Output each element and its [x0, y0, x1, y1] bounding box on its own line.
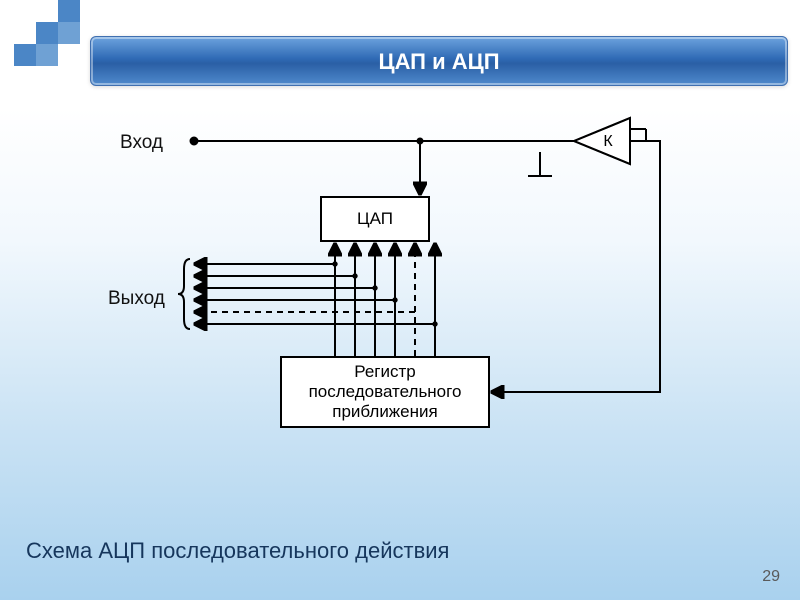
deco-square	[36, 22, 58, 44]
deco-square	[36, 44, 58, 66]
title-bar: ЦАП и АЦП	[90, 36, 788, 86]
comparator-label: К	[603, 133, 613, 150]
page-title: ЦАП и АЦП	[379, 49, 500, 74]
diagram-caption: Схема АЦП последовательного действия	[26, 538, 449, 564]
comparator-triangle	[574, 118, 630, 164]
deco-square	[58, 22, 80, 44]
deco-square	[58, 0, 80, 22]
diagram-wires: К	[0, 96, 800, 526]
deco-square	[14, 44, 36, 66]
page-number: 29	[762, 568, 780, 586]
adc-diagram: Вход Выход ЦАП Регистр последовательного…	[0, 96, 800, 526]
